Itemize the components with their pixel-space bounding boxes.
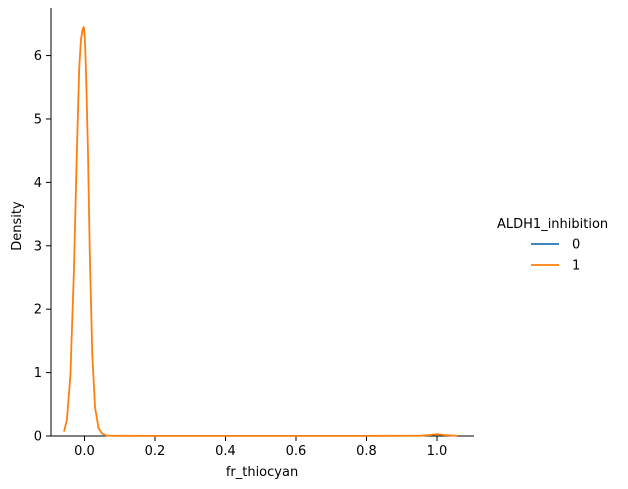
y-axis: 0 1 2 3 4 5 6 Density [10, 8, 52, 445]
legend-title: ALDH1_inhibition [497, 217, 608, 232]
x-tick-label: 1.0 [427, 444, 448, 459]
x-tick-label: 0.0 [74, 444, 95, 459]
x-tick-label: 0.4 [215, 444, 236, 459]
y-tick-label: 0 [34, 430, 42, 445]
y-tick-label: 4 [34, 176, 42, 191]
series-line-1 [63, 26, 458, 437]
x-axis: 0.0 0.2 0.4 0.6 0.8 1.0 fr_thiocyan [51, 435, 474, 480]
x-tick-label: 0.2 [145, 444, 166, 459]
legend: ALDH1_inhibition 0 1 [497, 217, 608, 274]
x-tick-label: 0.6 [286, 444, 307, 459]
y-axis-label: Density [10, 201, 25, 251]
series-group [63, 26, 458, 437]
x-tick-label: 0.8 [356, 444, 377, 459]
y-tick-label: 6 [34, 49, 42, 64]
legend-label-1: 1 [572, 259, 580, 274]
x-axis-label: fr_thiocyan [226, 465, 298, 480]
legend-label-0: 0 [572, 238, 580, 253]
y-tick-label: 5 [34, 112, 42, 127]
y-tick-label: 2 [34, 303, 42, 318]
y-tick-label: 3 [34, 239, 42, 254]
y-tick-label: 1 [34, 366, 42, 381]
